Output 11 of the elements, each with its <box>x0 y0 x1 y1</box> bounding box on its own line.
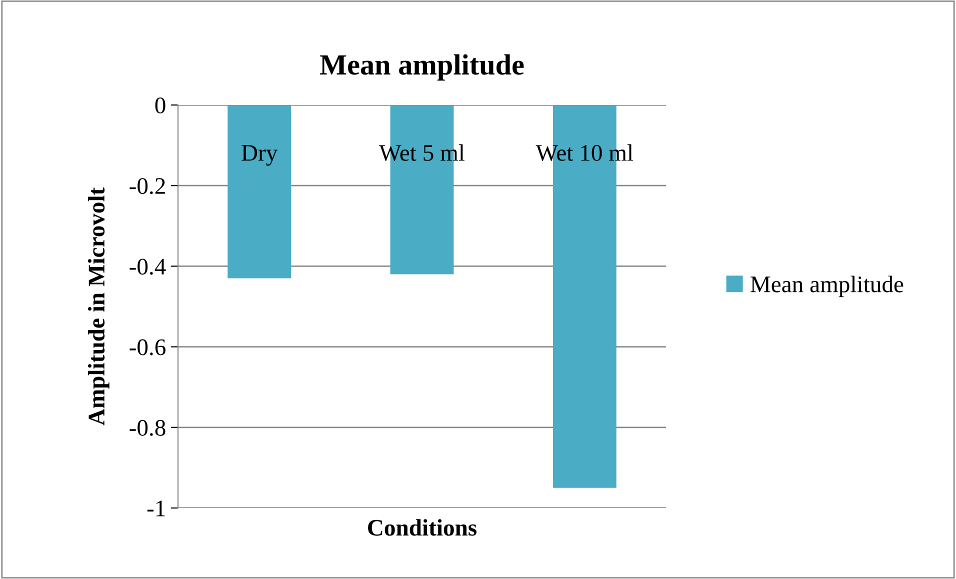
y-axis-title: Amplitude in Microvolt <box>88 187 110 426</box>
legend-label: Mean amplitude <box>750 276 904 298</box>
x-axis-title: Conditions <box>368 519 477 536</box>
y-tick-label: 0 <box>155 97 166 114</box>
y-tick-label: -0.6 <box>130 339 166 356</box>
chart-title: Mean amplitude <box>320 54 524 81</box>
y-tick-label: -1 <box>147 500 165 516</box>
y-tick-label: -0.8 <box>130 420 166 436</box>
y-tick-label: -0.2 <box>130 178 165 194</box>
x-tick-label: Dry <box>242 145 278 166</box>
y-tick-label: -0.4 <box>130 258 166 275</box>
